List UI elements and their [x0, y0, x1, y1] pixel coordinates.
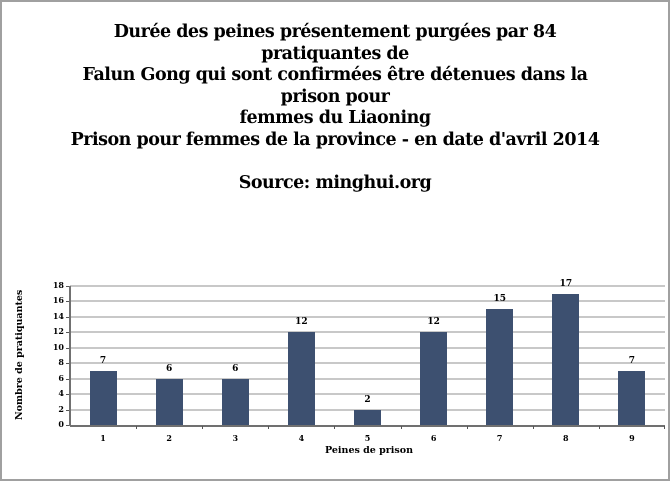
- x-tick-mark: [466, 426, 468, 429]
- y-tick-label: 0: [58, 419, 64, 429]
- x-tick-mark: [400, 426, 402, 429]
- title-line: Source: minghui.org: [238, 172, 432, 193]
- bar: [287, 332, 315, 425]
- y-tick-mark: [66, 394, 70, 396]
- bar: [420, 332, 448, 425]
- bar: [486, 309, 514, 425]
- bar: [618, 370, 646, 425]
- data-label: 17: [559, 278, 573, 289]
- x-tick-label: 4: [298, 433, 305, 443]
- x-tick-label: 7: [496, 433, 503, 443]
- y-tick-mark: [66, 378, 70, 380]
- gridline: [70, 377, 665, 380]
- y-tick-mark: [66, 409, 70, 411]
- y-tick-mark: [66, 286, 70, 287]
- y-tick-mark: [66, 425, 70, 426]
- title-line: pratiquantes de: [261, 43, 409, 64]
- x-axis-label: Peines de prison: [325, 445, 413, 456]
- gridline: [70, 285, 665, 287]
- data-label: 15: [493, 294, 506, 305]
- title-line: Durée des peines présentement purgées pa…: [113, 22, 557, 42]
- x-tick-label: 6: [430, 433, 437, 443]
- title-line: femmes du Liaoning: [239, 108, 431, 128]
- x-tick-label: 2: [166, 433, 172, 443]
- x-axis: [70, 425, 665, 427]
- gridline: [70, 300, 665, 303]
- data-label: 7: [99, 355, 107, 366]
- data-label: 6: [232, 363, 239, 374]
- x-tick-mark: [664, 426, 665, 429]
- bar: [552, 293, 580, 425]
- x-tick-label: 1: [100, 433, 106, 443]
- x-tick-mark: [598, 426, 600, 429]
- bar: [89, 370, 117, 425]
- y-axis-label: Nombre de pratiquantes: [14, 289, 25, 420]
- title-line: Prison pour femmes de la province - en d…: [70, 129, 600, 150]
- y-tick-label: 8: [58, 357, 64, 368]
- y-tick-label: 18: [52, 280, 64, 290]
- y-tick-label: 16: [52, 295, 64, 306]
- gridline: [70, 393, 665, 396]
- bar: [354, 409, 381, 425]
- data-label: 12: [295, 317, 308, 328]
- x-tick-mark: [202, 426, 204, 429]
- gridline: [70, 331, 665, 334]
- y-axis: [69, 286, 71, 426]
- bar: [221, 378, 249, 425]
- chart-title: Durée des peines présentement purgées pa…: [2, 22, 668, 194]
- y-tick-label: 12: [52, 326, 64, 337]
- y-tick-label: 6: [58, 372, 64, 383]
- data-label: 7: [628, 355, 636, 366]
- y-tick-label: 10: [52, 341, 64, 352]
- gridline: [70, 315, 665, 318]
- data-label: 2: [364, 394, 371, 405]
- y-tick-mark: [66, 301, 70, 303]
- x-tick-label: 9: [629, 433, 635, 443]
- y-tick-label: 4: [58, 388, 64, 399]
- bar: [155, 378, 183, 425]
- y-tick-label: 14: [52, 310, 64, 321]
- y-tick-mark: [66, 363, 70, 365]
- x-tick-label: 3: [232, 433, 239, 443]
- y-tick-mark: [66, 316, 70, 318]
- y-tick-label: 2: [58, 403, 64, 414]
- x-tick-mark: [334, 426, 336, 429]
- y-tick-mark: [66, 347, 70, 349]
- y-tick-mark: [66, 332, 70, 334]
- gridline: [70, 346, 665, 349]
- data-label: 12: [427, 317, 440, 328]
- x-tick-label: 8: [563, 433, 569, 443]
- x-tick-label: 5: [364, 433, 371, 443]
- x-tick-mark: [268, 426, 270, 429]
- x-tick-mark: [136, 426, 138, 429]
- title-line: prison pour: [280, 86, 390, 107]
- x-tick-mark: [532, 426, 534, 429]
- gridline: [70, 362, 665, 365]
- data-label: 6: [166, 363, 173, 374]
- title-line: Falun Gong qui sont confirmées être déte…: [82, 65, 588, 85]
